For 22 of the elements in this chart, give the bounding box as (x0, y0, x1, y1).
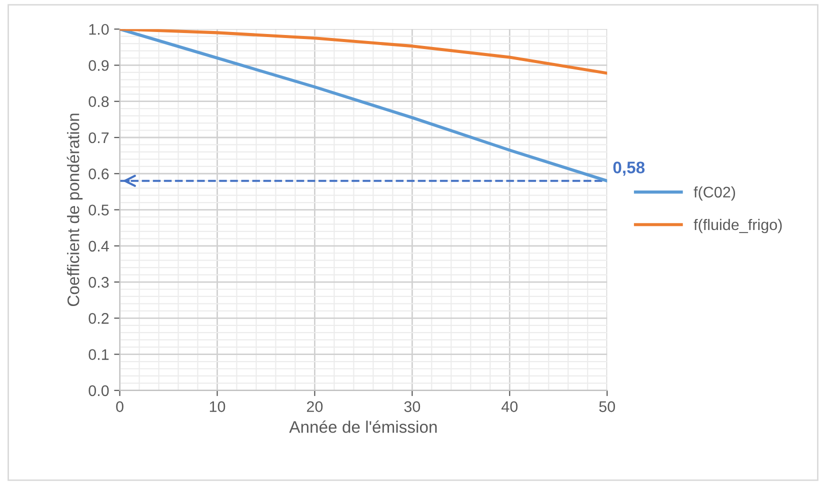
y-tick-label: 0.8 (88, 96, 109, 108)
y-tick-label: 0.5 (88, 204, 109, 216)
x-tick-label: 0 (116, 401, 124, 412)
y-tick-label: 0.3 (88, 276, 109, 288)
y-tick-label: 0.1 (88, 349, 109, 360)
y-tick-label: 1.0 (89, 24, 109, 35)
legend-label: f(C02) (694, 186, 736, 201)
x-axis-title: Année de l'émission (289, 420, 437, 433)
x-tick-label: 30 (404, 401, 420, 412)
y-tick-label: 0.9 (88, 60, 109, 71)
x-tick-label: 40 (501, 401, 518, 412)
y-tick-label: 0.7 (88, 132, 109, 144)
ref-line-label: 0,58 (613, 162, 645, 176)
y-tick-label: 0.4 (88, 240, 109, 252)
legend-label: f(fluide_frigo) (694, 218, 782, 234)
x-tick-label: 10 (210, 401, 226, 412)
y-tick-label: 0.6 (88, 168, 109, 180)
y-tick-label: 0.2 (88, 313, 109, 324)
y-tick-label: 0.0 (88, 385, 109, 396)
x-tick-label: 50 (599, 401, 616, 412)
y-axis-title: Coefficient de pondération (66, 114, 83, 306)
x-tick-label: 20 (306, 401, 323, 412)
